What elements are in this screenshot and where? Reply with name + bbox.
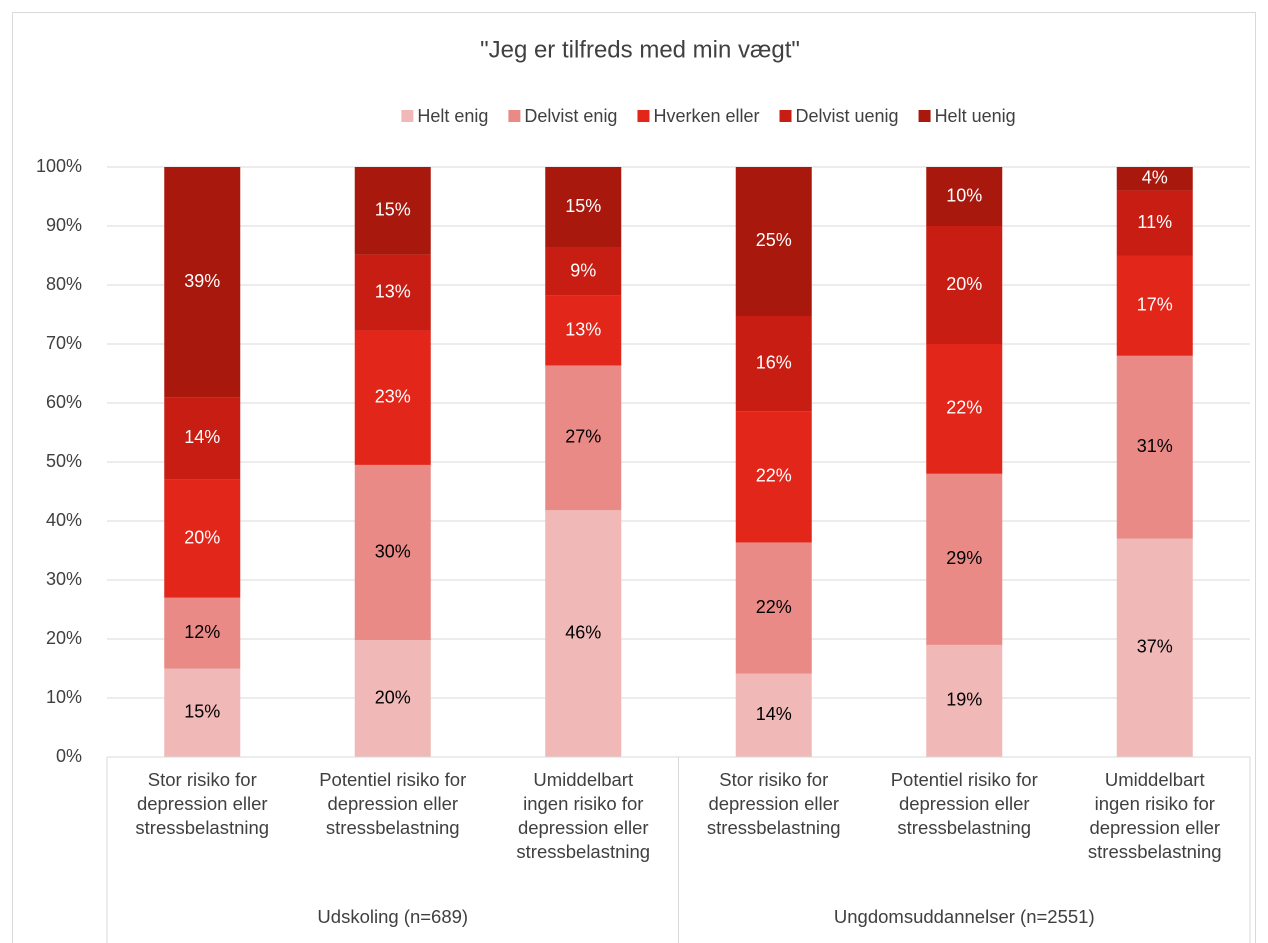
legend-swatch xyxy=(508,110,521,122)
data-label: 9% xyxy=(570,260,596,280)
y-tick-label: 30% xyxy=(46,569,82,589)
bar-segment xyxy=(1116,355,1193,539)
bar-segment xyxy=(164,397,241,480)
legend-swatch xyxy=(918,110,931,122)
legend-label: Helt uenig xyxy=(935,106,1016,126)
group-label: Ungdomsuddannelser (n=2551) xyxy=(833,906,1095,927)
y-tick-label: 90% xyxy=(46,215,82,235)
bar-segment xyxy=(1116,190,1193,256)
data-label: 15% xyxy=(375,200,411,220)
bar-segment xyxy=(164,597,241,669)
y-tick-label: 100% xyxy=(36,156,82,176)
data-label: 27% xyxy=(565,427,601,447)
data-label: 23% xyxy=(375,386,411,406)
y-tick-label: 50% xyxy=(46,451,82,471)
bar-segment xyxy=(735,411,812,543)
bar-segment xyxy=(164,479,241,598)
x-tick-label: Stor risiko for depression eller stressb… xyxy=(706,769,841,838)
data-label: 20% xyxy=(946,274,982,294)
bar-segment xyxy=(545,167,622,248)
data-label: 22% xyxy=(756,597,792,617)
data-label: 12% xyxy=(184,622,220,642)
data-label: 22% xyxy=(756,466,792,486)
data-label: 13% xyxy=(565,319,601,339)
legend-swatch xyxy=(401,110,414,122)
x-tick-label: Stor risiko for depression eller stressb… xyxy=(135,769,270,838)
bar-segment xyxy=(354,167,431,255)
legend-swatch xyxy=(637,110,650,122)
bar-segment xyxy=(735,542,812,674)
data-label: 10% xyxy=(946,185,982,205)
y-tick-label: 10% xyxy=(46,687,82,707)
data-label: 30% xyxy=(375,541,411,561)
bar-segment xyxy=(545,510,622,757)
bar-segment xyxy=(545,247,622,296)
x-tick-label: Potentiel risiko for depression eller st… xyxy=(319,769,467,838)
data-label: 15% xyxy=(184,702,220,722)
data-label: 46% xyxy=(565,622,601,642)
data-label: 13% xyxy=(375,281,411,301)
bar-segment xyxy=(735,167,812,316)
bar-segment xyxy=(926,167,1003,226)
data-label: 17% xyxy=(1137,294,1173,314)
data-label: 14% xyxy=(756,704,792,724)
data-label: 22% xyxy=(946,398,982,418)
data-label: 39% xyxy=(184,271,220,291)
group-label: Udskoling (n=689) xyxy=(317,906,469,927)
legend-label: Hverken eller xyxy=(653,106,759,126)
data-label: 14% xyxy=(184,427,220,447)
bar-segment xyxy=(926,226,1003,344)
y-tick-label: 60% xyxy=(46,392,82,412)
bar-segment xyxy=(926,644,1003,757)
bar-segment xyxy=(354,464,431,641)
data-label: 11% xyxy=(1137,212,1172,232)
y-tick-label: 0% xyxy=(56,746,82,766)
legend-label: Delvist enig xyxy=(524,106,617,126)
bar-segment xyxy=(164,668,241,757)
bar-segment xyxy=(926,473,1003,645)
y-tick-label: 80% xyxy=(46,274,82,294)
chart-title: "Jeg er tilfreds med min vægt" xyxy=(480,36,800,63)
legend-swatch xyxy=(779,110,792,122)
x-tick-label: Umiddelbart ingen risiko for depression … xyxy=(1087,769,1222,862)
data-label: 25% xyxy=(756,230,792,250)
bar-segment xyxy=(926,344,1003,474)
bar-segment xyxy=(545,295,622,366)
legend-label: Delvist uenig xyxy=(796,106,899,126)
data-label: 16% xyxy=(756,352,792,372)
bar-segment xyxy=(354,254,431,331)
bar-segment xyxy=(735,315,812,412)
y-tick-label: 70% xyxy=(46,333,82,353)
data-label: 20% xyxy=(375,687,411,707)
bar-segment xyxy=(1116,538,1193,757)
legend-label: Helt enig xyxy=(417,106,488,126)
data-label: 29% xyxy=(946,548,982,568)
x-tick-label: Potentiel risiko for depression eller st… xyxy=(890,769,1038,838)
y-tick-label: 20% xyxy=(46,628,82,648)
bar-segment xyxy=(1116,255,1193,356)
bar-segment xyxy=(164,167,241,398)
bar-segment xyxy=(735,673,812,757)
data-label: 19% xyxy=(946,690,982,710)
x-tick-label: Umiddelbart ingen risiko for depression … xyxy=(516,769,651,862)
data-label: 31% xyxy=(1137,436,1173,456)
bar-segment xyxy=(1116,167,1193,191)
data-label: 4% xyxy=(1142,168,1168,188)
data-label: 20% xyxy=(184,527,220,547)
y-tick-label: 40% xyxy=(46,510,82,530)
data-label: 15% xyxy=(565,196,601,216)
bar-segment xyxy=(354,330,431,465)
bar-segment xyxy=(545,365,622,511)
bar-segment xyxy=(354,640,431,757)
data-label: 37% xyxy=(1137,637,1173,657)
